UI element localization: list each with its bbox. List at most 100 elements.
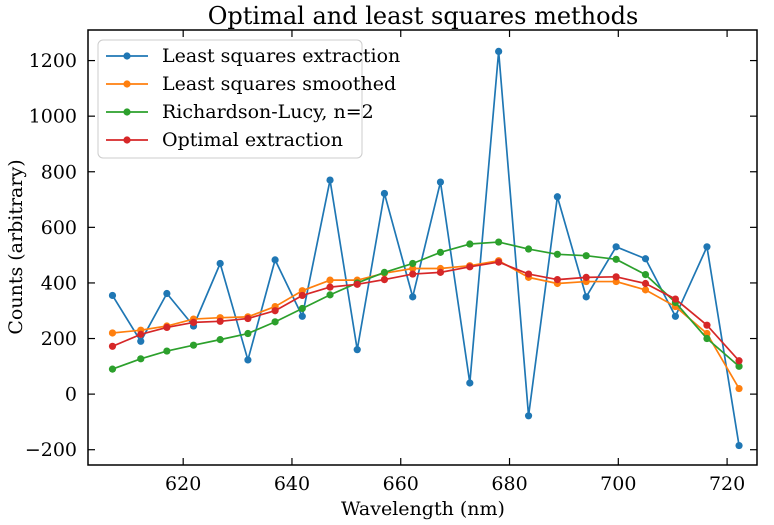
data-point: [163, 323, 171, 332]
x-tick-label: 640: [274, 473, 310, 495]
data-point: [612, 255, 620, 263]
data-point: [703, 334, 711, 343]
legend-marker: [123, 108, 131, 116]
data-point: [216, 317, 224, 325]
data-point: [298, 312, 306, 320]
plot-area: 620 640 660 680 700 720 −200 0 200 400 600 800 1000 1…: [25, 29, 758, 495]
y-tick-label: 200: [41, 328, 77, 350]
legend: Least squares extraction Least squares sm…: [97, 39, 400, 159]
data-point: [216, 259, 224, 268]
legend-entry: Richardson-Lucy, n=2: [106, 101, 374, 123]
y-tick-label: 400: [41, 272, 77, 294]
data-point: [244, 329, 252, 338]
data-point: [244, 356, 252, 364]
series-line-1: [112, 259, 740, 389]
data-point: [436, 178, 445, 186]
data-point: [244, 314, 252, 323]
data-point: [326, 176, 334, 184]
data-point: [189, 318, 198, 327]
data-point: [671, 295, 680, 303]
legend-label: Least squares extraction: [162, 45, 400, 67]
data-point: [466, 379, 474, 387]
x-tick-label: 620: [165, 473, 201, 495]
data-point: [612, 273, 620, 281]
data-point: [735, 384, 743, 393]
data-point: [326, 283, 334, 291]
legend-entry: Least squares extraction: [106, 45, 400, 67]
data-point: [553, 193, 561, 201]
data-point: [466, 263, 474, 271]
axes-frame: [87, 29, 758, 466]
data-point: [189, 341, 198, 349]
y-tick-label: 800: [41, 161, 77, 183]
data-point: [271, 307, 279, 315]
data-point: [108, 291, 117, 300]
data-point: [216, 336, 224, 344]
legend-marker: [123, 52, 131, 60]
legend-label: Least squares smoothed: [162, 73, 396, 95]
data-point: [108, 329, 117, 337]
data-point: [641, 279, 650, 288]
data-point: [326, 276, 334, 284]
data-point: [409, 270, 417, 278]
data-point: [271, 318, 279, 326]
y-tick-label: 600: [41, 217, 77, 239]
data-point: [298, 291, 306, 300]
legend-frame: [97, 39, 363, 159]
data-point: [108, 342, 117, 350]
x-tick-label: 680: [491, 473, 527, 495]
data-point: [163, 347, 171, 355]
data-point: [495, 238, 503, 246]
data-point: [735, 441, 743, 450]
legend-label: Optimal extraction: [162, 129, 343, 151]
data-point: [326, 291, 334, 299]
data-point: [524, 245, 533, 253]
data-point: [553, 250, 561, 258]
data-point: [735, 362, 743, 370]
y-axis-label: Counts (arbitrary): [5, 159, 27, 334]
data-point: [524, 412, 533, 420]
data-point: [298, 304, 306, 313]
data-point: [582, 252, 590, 260]
data-point: [582, 293, 590, 301]
legend-marker: [123, 80, 131, 88]
x-tick-label: 660: [383, 473, 419, 495]
data-point: [108, 365, 117, 373]
series-3: [108, 258, 743, 365]
data-point: [271, 256, 279, 264]
data-point: [353, 280, 361, 288]
y-tick-label: 1200: [29, 50, 77, 72]
x-tick-label: 720: [709, 473, 745, 495]
data-point: [703, 243, 711, 251]
data-point: [735, 357, 743, 365]
data-point: [703, 321, 711, 329]
data-point: [495, 47, 503, 56]
data-point: [137, 355, 145, 363]
data-point: [553, 276, 561, 284]
data-point: [353, 346, 361, 354]
data-point: [612, 243, 620, 251]
data-point: [137, 337, 145, 345]
data-point: [641, 286, 650, 294]
x-tick-label: 700: [600, 473, 636, 495]
data-point: [671, 312, 680, 320]
data-point: [380, 268, 389, 276]
data-point: [380, 276, 389, 284]
data-point: [466, 240, 474, 248]
y-tick-label: −200: [25, 439, 77, 461]
legend-marker: [123, 136, 131, 144]
data-point: [409, 264, 417, 273]
data-point: [409, 293, 417, 301]
y-tick-label: 1000: [29, 106, 77, 128]
data-point: [163, 289, 171, 298]
data-point: [380, 189, 389, 198]
legend-entry: Optimal extraction: [106, 129, 343, 151]
chart-title: Optimal and least squares methods: [208, 2, 639, 30]
series-0: [108, 47, 743, 450]
data-point: [582, 273, 590, 281]
legend-label: Richardson-Lucy, n=2: [162, 101, 374, 123]
data-point: [436, 268, 445, 276]
data-point: [524, 270, 533, 278]
y-tick-label: 0: [65, 384, 77, 406]
